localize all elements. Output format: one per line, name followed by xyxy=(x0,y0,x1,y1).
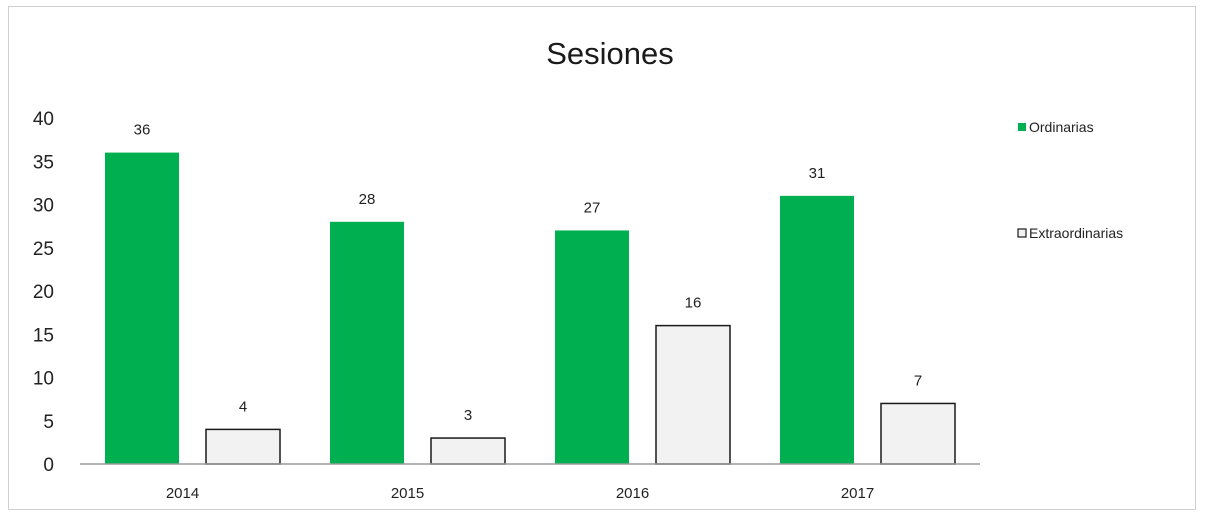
bar-extraordinarias-2015 xyxy=(430,437,506,465)
x-tick-label: 2014 xyxy=(166,485,199,502)
bar-ordinarias-2015 xyxy=(330,221,404,464)
y-tick-label: 35 xyxy=(33,152,54,173)
bar-ordinarias-2017 xyxy=(780,195,854,464)
data-label: 16 xyxy=(685,295,702,312)
y-tick-label: 15 xyxy=(33,325,54,346)
legend: Ordinarias Extraordinarias xyxy=(1017,119,1123,241)
data-label: 4 xyxy=(239,398,247,415)
legend-item-ordinarias: Ordinarias xyxy=(1018,119,1094,135)
x-tick-label: 2015 xyxy=(391,485,424,502)
x-axis: 2014 2015 2016 2017 xyxy=(166,485,874,502)
bar-extraordinarias-2016 xyxy=(655,324,731,465)
chart-title: Sesiones xyxy=(546,36,674,71)
data-label: 36 xyxy=(134,122,151,139)
bar-ordinarias-2016 xyxy=(555,230,629,464)
data-label: 3 xyxy=(464,407,472,424)
legend-label: Extraordinarias xyxy=(1029,225,1123,241)
y-tick-label: 10 xyxy=(33,369,54,390)
legend-item-extraordinarias: Extraordinarias xyxy=(1017,225,1123,241)
bar-ordinarias-2014 xyxy=(105,152,179,464)
data-label: 31 xyxy=(809,165,826,182)
y-tick-label: 0 xyxy=(43,455,54,476)
data-label: 28 xyxy=(359,191,376,208)
data-label: 27 xyxy=(584,199,601,216)
y-axis: 0 5 10 15 20 25 30 35 40 xyxy=(33,109,54,476)
y-tick-label: 5 xyxy=(43,412,54,433)
y-tick-label: 30 xyxy=(33,196,54,217)
legend-swatch xyxy=(1017,228,1027,238)
y-tick-label: 20 xyxy=(33,282,54,303)
legend-swatch xyxy=(1018,123,1026,131)
bars xyxy=(105,152,956,465)
y-tick-label: 40 xyxy=(33,109,54,130)
x-tick-label: 2017 xyxy=(841,485,874,502)
legend-label: Ordinarias xyxy=(1029,119,1094,135)
data-label: 7 xyxy=(914,372,922,389)
x-tick-label: 2016 xyxy=(616,485,649,502)
data-labels: 36 4 28 3 27 16 31 7 xyxy=(134,122,923,424)
bar-extraordinarias-2017 xyxy=(880,402,956,465)
y-tick-label: 25 xyxy=(33,239,54,260)
bar-extraordinarias-2014 xyxy=(205,428,281,465)
